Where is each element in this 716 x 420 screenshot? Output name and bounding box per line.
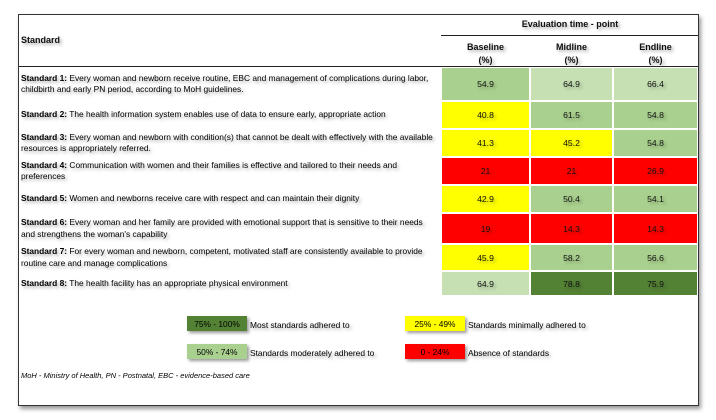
standard-text: For every woman and newborn, competent, … xyxy=(21,246,423,268)
column-header-baseline: Baseline (%) xyxy=(441,41,530,67)
legend-swatch: 50% - 74% xyxy=(187,344,247,359)
standard-label: Standard 2: xyxy=(21,109,68,120)
standard-description: Standard 2: The health information syste… xyxy=(21,101,439,129)
score-cell: 75.9 xyxy=(613,271,698,296)
standard-text: Every woman and newborn receive routine,… xyxy=(21,72,429,95)
standard-description: Standard 6: Every woman and her family a… xyxy=(21,213,439,244)
score-cell: 61.5 xyxy=(530,101,613,129)
column-header-midline: Midline (%) xyxy=(530,41,613,67)
standard-label: Standard 3: xyxy=(21,131,68,142)
legend-label: Standards minimally adhered to xyxy=(468,320,586,330)
divider xyxy=(441,35,698,36)
score-cell: 78.8 xyxy=(530,271,613,296)
score-cell: 14.3 xyxy=(613,213,698,244)
score-cell: 64.9 xyxy=(441,271,530,296)
score-cell: 58.2 xyxy=(530,244,613,271)
legend-swatch: 75% - 100% xyxy=(187,316,247,331)
legend-swatch: 25% - 49% xyxy=(405,316,465,331)
standard-text: Communication with women and their famil… xyxy=(21,159,397,182)
standard-description: Standard 7: For every woman and newborn,… xyxy=(21,244,439,271)
score-cell: 14.3 xyxy=(530,213,613,244)
column-unit: (%) xyxy=(648,55,663,65)
score-cell: 54.9 xyxy=(441,67,530,101)
score-cell: 45.9 xyxy=(441,244,530,271)
footnote: MoH - Ministry of Health, PN - Postnatal… xyxy=(21,371,250,380)
standard-label: Standard 1: xyxy=(21,72,68,83)
standard-label: Standard 6: xyxy=(21,217,68,227)
legend-label: Most standards adhered to xyxy=(250,320,350,330)
score-cell: 26.9 xyxy=(613,157,698,185)
standard-description: Standard 4: Communication with women and… xyxy=(21,157,439,185)
legend-swatch: 0 - 24% xyxy=(405,344,465,359)
score-cell: 54.8 xyxy=(613,101,698,129)
standard-text: The health facility has an appropriate p… xyxy=(67,277,288,288)
standard-description: Standard 3: Every woman and newborn with… xyxy=(21,129,439,157)
score-cell: 21 xyxy=(441,157,530,185)
score-cell: 50.4 xyxy=(530,185,613,213)
score-cell: 42.9 xyxy=(441,185,530,213)
score-cell: 19 xyxy=(441,213,530,244)
standard-description: Standard 1: Every woman and newborn rece… xyxy=(21,67,439,101)
score-cell: 41.3 xyxy=(441,129,530,157)
score-cell: 54.8 xyxy=(613,129,698,157)
standard-header: Standard xyxy=(21,35,61,45)
standard-label: Standard 5: xyxy=(21,193,68,204)
column-name: Midline xyxy=(556,42,587,52)
standard-description: Standard 8: The health facility has an a… xyxy=(21,271,439,296)
standard-label: Standard 4: xyxy=(21,159,68,170)
column-unit: (%) xyxy=(564,55,579,65)
standard-text: Every woman and her family are provided … xyxy=(21,217,423,239)
score-cell: 21 xyxy=(530,157,613,185)
column-name: Endline xyxy=(639,42,672,52)
legend-label: Standards moderately adhered to xyxy=(250,348,375,358)
standard-label: Standard 7: xyxy=(21,246,68,256)
standard-text: Women and newborns receive care with res… xyxy=(67,193,360,204)
evaluation-header: Evaluation time - point xyxy=(521,19,619,29)
standard-text: Every woman and newborn with condition(s… xyxy=(21,131,433,154)
score-cell: 54.1 xyxy=(613,185,698,213)
score-cell: 64.9 xyxy=(530,67,613,101)
standard-description: Standard 5: Women and newborns receive c… xyxy=(21,185,439,213)
standard-text: The health information system enables us… xyxy=(67,109,386,120)
score-cell: 45.2 xyxy=(530,129,613,157)
score-cell: 56.6 xyxy=(613,244,698,271)
standards-table: Standard Evaluation time - point Baselin… xyxy=(18,14,699,406)
column-unit: (%) xyxy=(478,55,493,65)
standard-label: Standard 8: xyxy=(21,277,68,288)
score-cell: 40.8 xyxy=(441,101,530,129)
score-cell: 66.4 xyxy=(613,67,698,101)
column-header-endline: Endline (%) xyxy=(613,41,698,67)
legend-label: Absence of standards xyxy=(468,348,550,358)
column-name: Baseline xyxy=(466,42,505,52)
divider xyxy=(19,66,698,67)
